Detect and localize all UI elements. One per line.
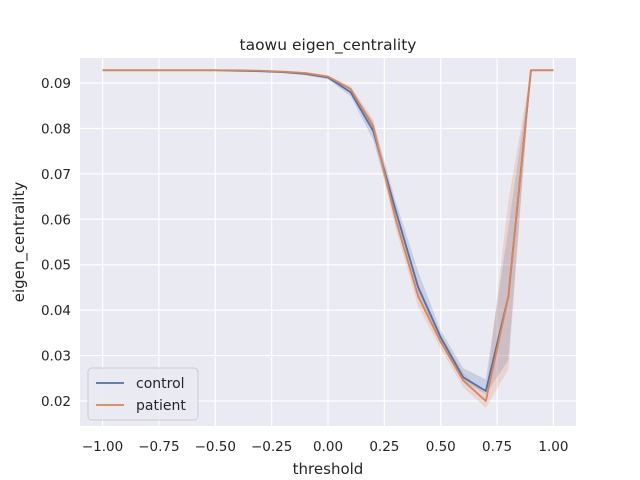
legend-label-patient: patient <box>136 398 186 414</box>
y-tick-label: 0.04 <box>41 303 71 319</box>
x-tick-label: 1.00 <box>538 439 568 455</box>
series-lines <box>102 69 554 402</box>
y-tick-label: 0.03 <box>41 349 71 365</box>
y-tick-label: 0.02 <box>41 394 71 410</box>
y-tick-label: 0.08 <box>41 121 71 137</box>
x-tick-label: −1.00 <box>82 439 123 455</box>
x-tick-label: 0.00 <box>313 439 343 455</box>
legend-label-control: control <box>136 376 185 392</box>
y-axis-ticks: 0.02 0.03 0.04 0.05 0.06 0.07 0.08 0.09 <box>41 76 71 410</box>
series-line-patient <box>102 69 554 402</box>
x-tick-label: −0.50 <box>195 439 236 455</box>
x-axis-ticks: −1.00 −0.75 −0.50 −0.25 0.00 0.25 0.50 0.75 1.00 <box>82 439 569 455</box>
x-tick-label: 0.25 <box>369 439 399 455</box>
x-tick-label: −0.75 <box>138 439 179 455</box>
legend-box <box>87 367 199 421</box>
y-tick-label: 0.05 <box>41 258 71 274</box>
y-tick-label: 0.06 <box>41 212 71 228</box>
chart-title: taowu eigen_centrality <box>240 36 417 55</box>
y-axis-label: eigen_centrality <box>10 182 29 303</box>
x-tick-label: 0.75 <box>482 439 512 455</box>
y-tick-label: 0.07 <box>41 167 71 183</box>
grid <box>80 58 576 426</box>
y-tick-label: 0.09 <box>41 76 71 92</box>
legend: control patient <box>87 367 199 421</box>
x-tick-label: −0.25 <box>251 439 292 455</box>
x-tick-label: 0.50 <box>426 439 456 455</box>
x-axis-label: threshold <box>293 460 364 478</box>
